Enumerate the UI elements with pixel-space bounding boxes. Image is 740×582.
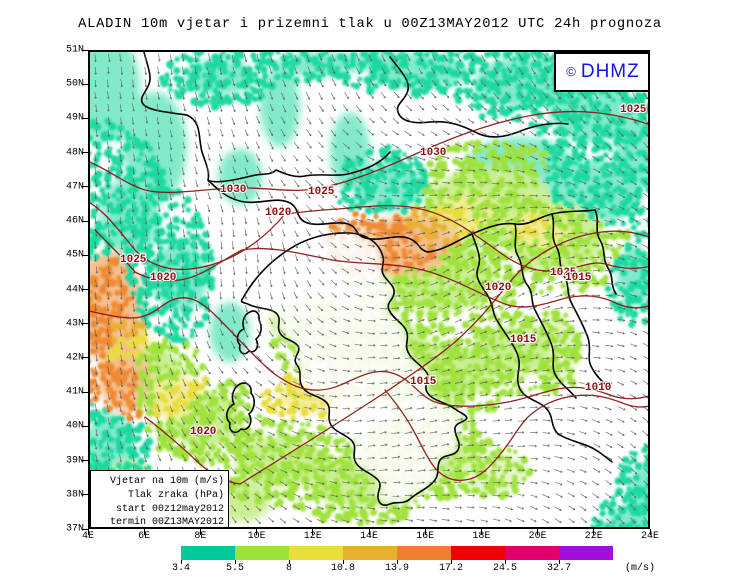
svg-text:1030: 1030 <box>420 147 446 159</box>
svg-text:1025: 1025 <box>308 186 335 198</box>
svg-text:1025: 1025 <box>620 104 647 116</box>
svg-text:1015: 1015 <box>510 334 537 346</box>
svg-text:1020: 1020 <box>265 207 291 219</box>
svg-text:1030: 1030 <box>220 184 246 196</box>
svg-text:1020: 1020 <box>485 282 511 294</box>
svg-text:1020: 1020 <box>190 426 216 438</box>
svg-text:1015: 1015 <box>565 272 592 284</box>
svg-text:1025: 1025 <box>120 254 147 266</box>
svg-text:1010: 1010 <box>585 382 611 394</box>
svg-text:1020: 1020 <box>150 272 176 284</box>
svg-text:1015: 1015 <box>410 376 437 388</box>
